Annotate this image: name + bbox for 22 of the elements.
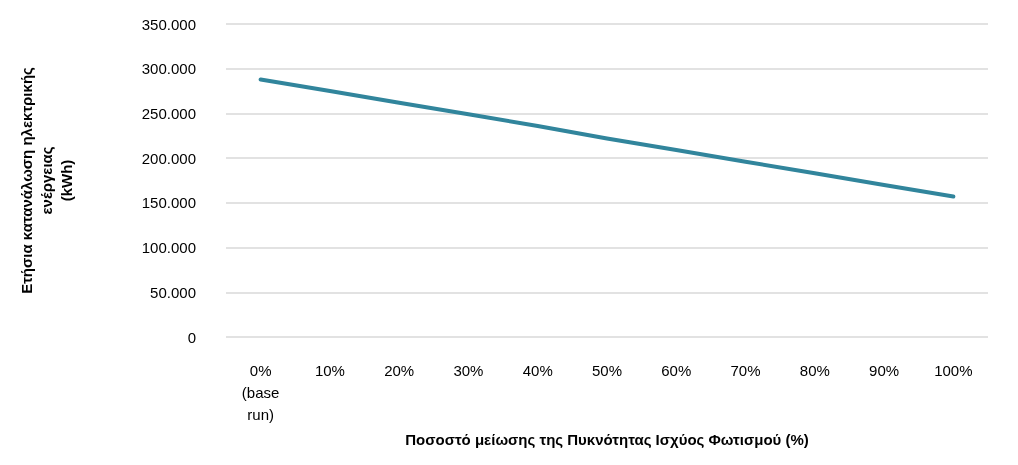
y-axis-title: Ετήσια κατανάλωση ηλεκτρικής ενέργειας (kWh) bbox=[17, 66, 75, 294]
x-tick-label: 70% bbox=[730, 361, 761, 379]
y-tick-label: 50.000 bbox=[150, 283, 196, 301]
y-tick-label: 250.000 bbox=[141, 104, 196, 122]
y-tick-label: 100.000 bbox=[141, 239, 196, 257]
x-tick-label: 20% bbox=[384, 361, 415, 379]
x-tick-label: 50% bbox=[591, 361, 623, 379]
x-tick-label: 0% (base run) bbox=[241, 361, 280, 423]
x-tick-label: 90% bbox=[869, 361, 900, 379]
x-tick-label: 100% bbox=[934, 361, 973, 379]
line-series bbox=[258, 77, 956, 199]
x-tick-label: 10% bbox=[314, 361, 345, 379]
y-tick-label: 150.000 bbox=[141, 194, 196, 212]
y-tick-label: 0 bbox=[187, 328, 196, 346]
y-tick-label: 200.000 bbox=[141, 149, 196, 167]
y-tick-label: 350.000 bbox=[141, 15, 196, 33]
y-tick-label: 300.000 bbox=[141, 60, 196, 78]
x-tick-label: 60% bbox=[661, 361, 692, 379]
x-tick-label: 40% bbox=[522, 361, 553, 379]
x-axis-title: Ποσοστό μείωσης της Πυκνότητας Ισχύος Φωτισμού (%) bbox=[405, 431, 809, 448]
x-tick-label: 30% bbox=[453, 361, 484, 379]
x-tick-label: 80% bbox=[799, 361, 830, 379]
